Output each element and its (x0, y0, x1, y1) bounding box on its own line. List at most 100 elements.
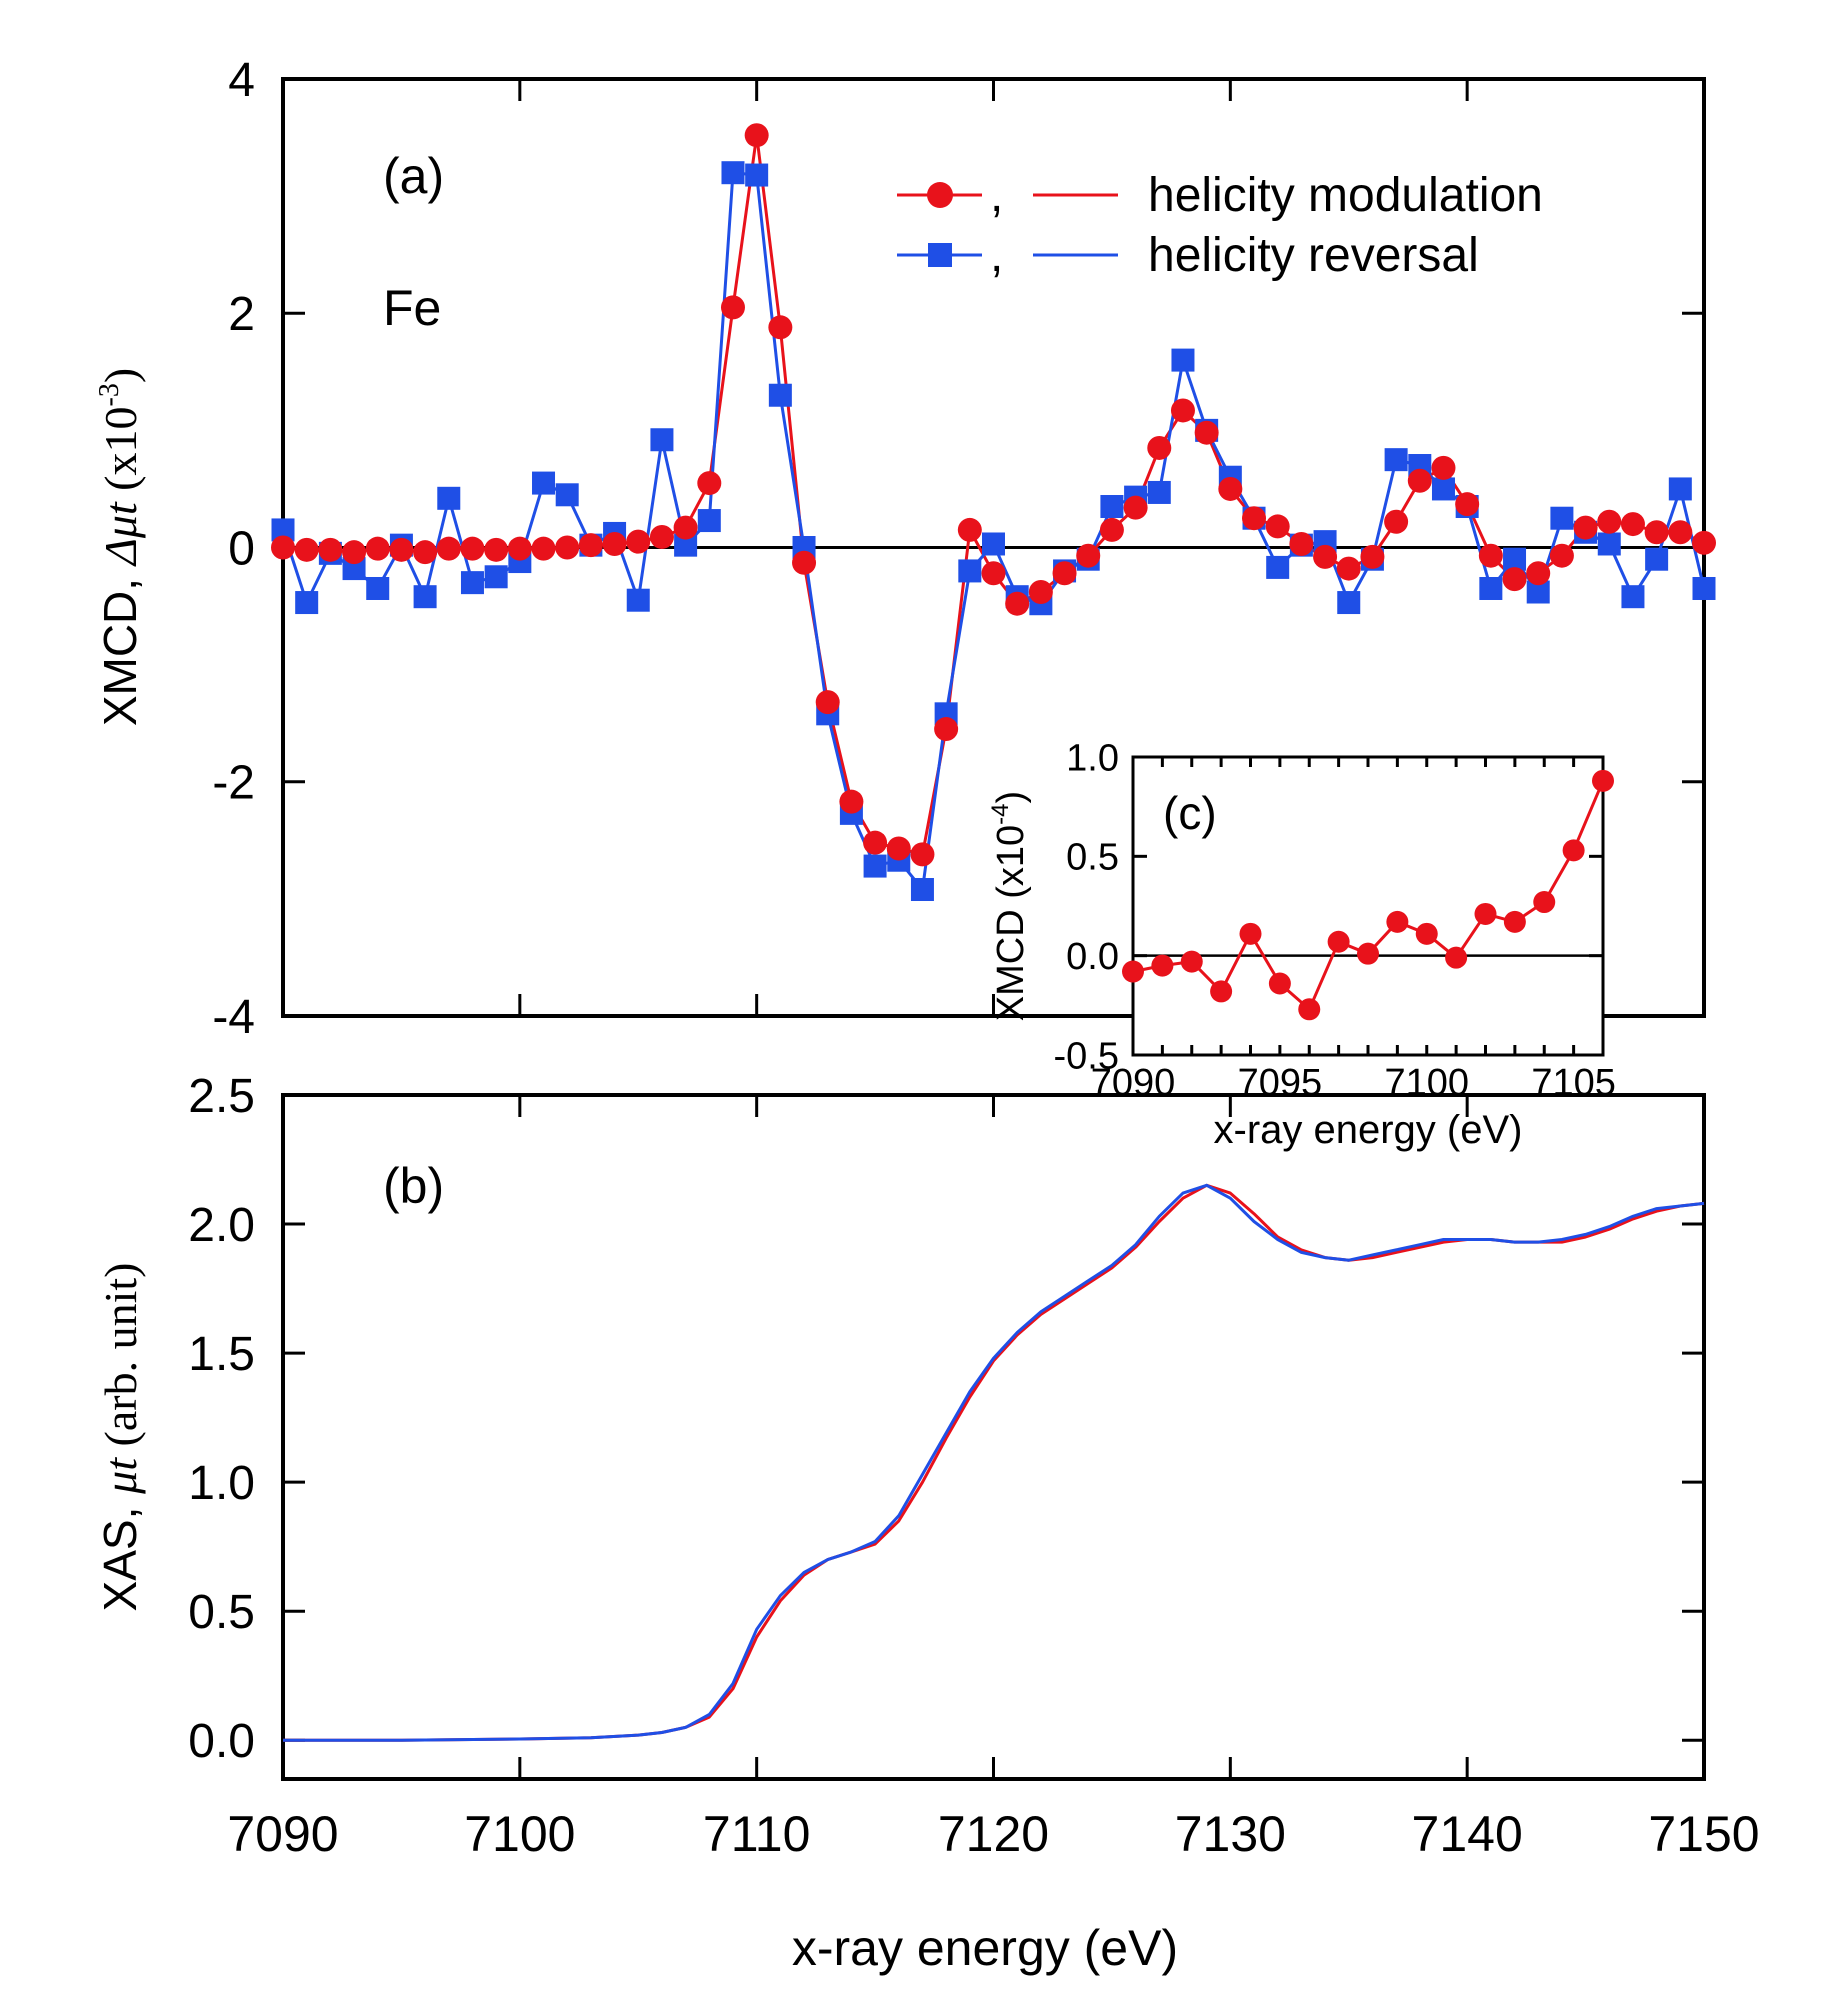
panel-a-ytick-labels: -4 -2 0 2 4 (212, 54, 255, 1044)
point-modulation (1549, 543, 1574, 568)
point-reversal (910, 878, 934, 902)
point-modulation (1386, 910, 1409, 933)
point-reversal (1550, 506, 1574, 530)
panel-c-ylabel: XMCD (x10-4) (987, 791, 1032, 1021)
point-modulation (1692, 530, 1716, 555)
point-reversal (982, 532, 1005, 556)
xtick-label: 7090 (227, 1806, 338, 1862)
point-modulation (1242, 506, 1267, 531)
panel-b-series (283, 1183, 1705, 1742)
ytick-label: 4 (228, 54, 255, 107)
panel-b-ticks (281, 1093, 1706, 1779)
panel-c-xtick-labels: 7090 7095 7100 7105 (1091, 1062, 1616, 1104)
panel-c-series (1122, 769, 1614, 1021)
point-modulation (294, 537, 319, 562)
point-reversal (674, 533, 698, 557)
point-modulation (649, 524, 674, 549)
panel-c-ticks (1131, 755, 1605, 1057)
point-reversal (1621, 585, 1645, 609)
legend-reversal-marker (928, 243, 952, 267)
point-modulation (815, 690, 840, 715)
point-modulation (720, 295, 745, 320)
ytick-label: 0 (228, 522, 255, 575)
panel-a-label: (a) (383, 148, 444, 204)
panel-c-ylabel-exponent: -4 (987, 803, 1014, 824)
panel-b-ylabel-unit: (arb. unit) (95, 1263, 146, 1458)
ytick-label: 2 (228, 288, 255, 341)
point-reversal (1337, 591, 1361, 615)
point-reversal (745, 163, 769, 187)
point-modulation (1194, 420, 1219, 445)
point-reversal (366, 576, 390, 600)
ytick-label: 0.0 (188, 1715, 255, 1768)
ytick-label: -4 (212, 991, 255, 1044)
xtick-label: 7130 (1175, 1806, 1286, 1862)
element-label: Fe (383, 280, 441, 336)
point-modulation (436, 536, 461, 561)
point-modulation (1407, 468, 1432, 493)
point-modulation (1170, 398, 1195, 423)
point-modulation (1123, 495, 1148, 520)
point-modulation (1455, 492, 1480, 517)
panel-c-xlabel: x-ray energy (eV) (1214, 1108, 1523, 1152)
point-reversal (1645, 547, 1669, 571)
legend-modulation-text: helicity modulation (1148, 169, 1543, 222)
point-modulation (1122, 960, 1144, 983)
panel-c-label: (c) (1163, 787, 1217, 839)
panel-b-xtick-labels: 7090 7100 7110 7120 7130 7140 7150 (227, 1806, 1759, 1862)
ytick-label: 0.5 (188, 1586, 255, 1639)
xtick-label: 7110 (703, 1806, 811, 1862)
point-modulation (1503, 910, 1526, 933)
point-modulation (1147, 435, 1172, 460)
legend-reversal-text: helicity reversal (1148, 229, 1479, 282)
legend: , helicity modulation , helicity reversa… (897, 169, 1543, 282)
legend-reversal-separator: , (990, 229, 1003, 282)
point-modulation (578, 533, 603, 558)
ytick-label: 2.0 (188, 1199, 255, 1252)
point-reversal (413, 585, 437, 609)
point-modulation (1313, 544, 1338, 569)
ytick-label: -0.5 (1054, 1035, 1119, 1077)
panel-c-ytick-labels: -0.5 0.0 0.5 1.0 (1054, 737, 1119, 1077)
point-modulation (697, 471, 722, 496)
point-reversal (437, 486, 461, 510)
point-modulation (673, 515, 698, 540)
ytick-label: 1.5 (188, 1328, 255, 1381)
point-reversal (650, 428, 674, 452)
panel-a-ylabel-symbol: Δμt (95, 501, 146, 567)
point-modulation (1474, 902, 1497, 925)
xtick-label: 7090 (1091, 1062, 1176, 1104)
legend-modulation-separator: , (990, 169, 1003, 222)
point-modulation (1644, 520, 1669, 545)
point-reversal (1479, 576, 1503, 600)
panel-b-ylabel-prefix: XAS, (94, 1494, 146, 1612)
series-line-modulation (283, 1183, 1705, 1742)
point-modulation (460, 536, 485, 561)
point-modulation (555, 535, 580, 560)
point-modulation (602, 531, 627, 556)
point-modulation (1028, 580, 1053, 605)
panel-c-ylabel-prefix: XMCD (x10 (990, 825, 1032, 1021)
point-modulation (1336, 556, 1361, 581)
point-modulation (1218, 476, 1243, 501)
point-modulation (507, 536, 532, 561)
point-modulation (1357, 942, 1379, 965)
panel-b-label: (b) (383, 1158, 444, 1214)
panel-a-ylabel-unit: (x10 (95, 406, 146, 502)
point-reversal (1526, 580, 1550, 604)
point-modulation (531, 536, 556, 561)
point-reversal (532, 471, 556, 495)
point-modulation (1502, 567, 1527, 592)
point-modulation (484, 537, 509, 562)
point-modulation (792, 550, 817, 575)
point-reversal (863, 854, 887, 878)
point-modulation (1289, 531, 1314, 556)
panel-a-series (271, 123, 1716, 902)
point-modulation (389, 537, 414, 562)
point-reversal (295, 591, 319, 615)
point-modulation (839, 789, 864, 814)
point-modulation (626, 529, 651, 554)
point-modulation (1210, 980, 1233, 1003)
panel-b-ytick-labels: 0.0 0.5 1.0 1.5 2.0 2.5 (188, 1070, 255, 1768)
